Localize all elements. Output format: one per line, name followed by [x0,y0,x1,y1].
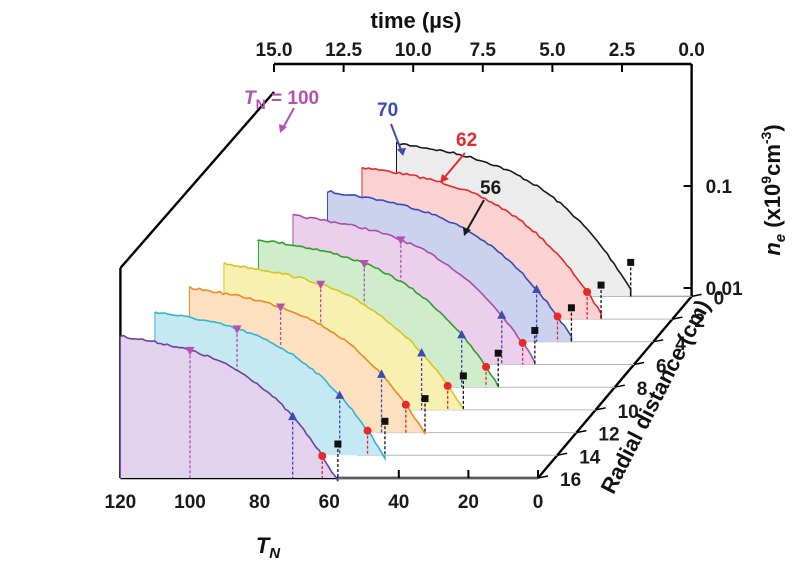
series-layer [119,141,635,482]
depth-tick-label: 0 [714,288,725,309]
depth-tick-label: 2 [694,311,705,332]
annotation-56: 56 [480,178,501,199]
top-tick-label: 10.0 [395,40,432,61]
marker-circle [583,287,592,296]
annotation-70: 70 [377,100,398,121]
depth-tick-label: 8 [637,379,648,400]
marker-square [421,395,429,403]
annotations: TN = 100 70 62 56 [244,88,501,236]
bottom-tick-label: 20 [458,492,479,513]
depth-tick-label: 12 [598,425,619,446]
series-line [188,285,426,435]
top-tick-label: 15.0 [256,40,293,61]
marker-circle [518,338,527,347]
depth-tick-label: 14 [579,447,601,468]
marker-circle [318,452,327,461]
marker-triangle [417,347,427,357]
top-tick-label: 2.5 [609,40,636,61]
depth-tick-label: 10 [618,402,639,423]
top-tick-label: 0.0 [678,40,704,61]
bottom-tick-label: 80 [249,492,270,513]
series-line [120,334,339,482]
series-line [326,189,573,342]
marker-square [597,281,605,289]
marker-square [459,372,467,380]
marker-square [381,417,389,425]
series-area [120,335,338,482]
top-axis-title: time (µs) [371,8,462,33]
bottom-tick-label: 120 [105,492,137,513]
series-line [361,166,602,320]
bottom-tick-label: 100 [174,492,206,513]
marker-square [334,440,342,448]
marker-triangle [288,411,298,421]
marker-square [494,349,502,357]
bottom-tick-label: 0 [533,492,544,513]
marker-invtriangle [316,280,326,290]
series-r-16 [119,334,342,482]
marker-invtriangle [185,346,195,356]
marker-circle [443,381,452,390]
right-axis-title: ne (x109cm-3) [758,124,789,255]
marker-triangle [532,284,542,293]
depth-tick-label: 16 [560,470,581,491]
marker-circle [401,400,410,409]
marker-invtriangle [396,236,406,245]
annotation-tn-100: TN = 100 [244,88,319,112]
marker-invtriangle [232,325,242,334]
depth-axis-title: Radial distance (cm) [596,296,715,498]
marker-circle [553,312,562,321]
series-line [223,261,465,410]
top-tick-label: 12.5 [325,40,362,61]
top-tick-label: 5.0 [539,40,565,61]
depth-tick-label: 6 [656,357,667,378]
marker-square [627,258,635,266]
marker-square [567,304,575,312]
series-line [154,311,386,462]
annotation-62: 62 [456,130,477,151]
marker-circle [363,426,372,435]
marker-triangle [457,329,467,339]
bottom-tick-label: 60 [319,492,340,513]
bottom-axis-title: TN [256,533,281,561]
depth-tick-label: 4 [675,334,686,355]
series-line [396,141,632,297]
top-tick-label: 7.5 [470,40,497,61]
marker-invtriangle [276,303,286,313]
right-tick-label: 0.01 [706,279,743,300]
marker-triangle [335,390,345,399]
bottom-tick-label: 40 [388,492,409,513]
series-line [292,213,536,365]
marker-circle [482,362,491,371]
right-tick-label: 0.1 [706,177,733,198]
marker-triangle [497,310,507,319]
marker-triangle [377,369,387,378]
marker-square [531,327,539,334]
marker-invtriangle [359,260,369,269]
